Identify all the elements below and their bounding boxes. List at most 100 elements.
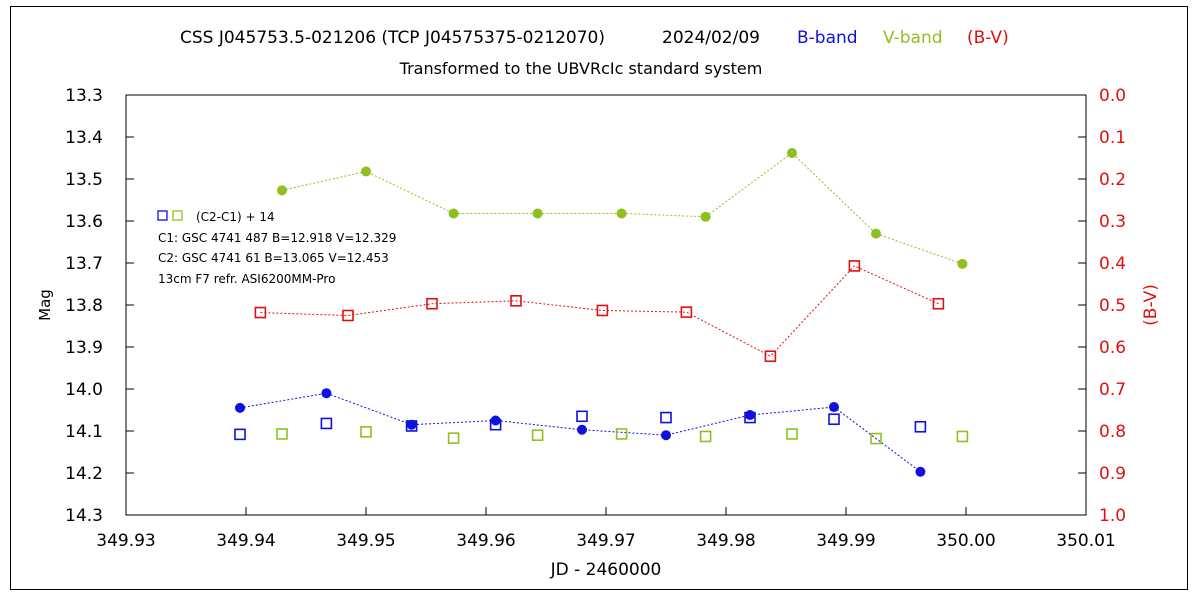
data-point (828, 413, 840, 426)
comp-b-marker (157, 210, 168, 221)
y-tick-label: 14.2 (65, 464, 103, 484)
data-point (957, 258, 968, 269)
y-tick-label: 13.5 (65, 170, 103, 190)
x-tick-label: 349.97 (576, 531, 635, 551)
data-point (661, 430, 671, 441)
data-point (254, 306, 267, 319)
data-point (956, 430, 969, 443)
data-point (596, 304, 609, 317)
y-tick-label: 14.3 (65, 506, 103, 526)
data-point (786, 428, 798, 440)
data-point (276, 428, 288, 440)
data-point (615, 428, 628, 440)
y-tick-label: 13.8 (65, 296, 103, 316)
y-tick-label: 13.4 (65, 128, 103, 148)
y-axis-label: Mag (36, 289, 54, 321)
data-point (848, 260, 861, 272)
data-point (234, 428, 246, 441)
x-axis-label: JD - 2460000 (550, 560, 662, 580)
data-point (700, 211, 711, 222)
data-point (660, 411, 672, 424)
y2-tick-label: 0.5 (1099, 296, 1126, 316)
data-point (699, 430, 712, 443)
c2-info: C2: GSC 4741 61 B=13.065 V=12.453 (158, 251, 389, 265)
series-layer (234, 147, 969, 477)
y2-tick-label: 0.8 (1099, 422, 1126, 442)
y-tick-label: 13.6 (65, 212, 103, 232)
data-point (447, 432, 460, 444)
data-point (361, 166, 371, 177)
data-point (577, 424, 587, 435)
data-point (448, 208, 459, 219)
x-tick-label: 349.98 (696, 531, 755, 551)
series-line (260, 265, 939, 357)
data-point (914, 420, 927, 433)
data-point (915, 466, 926, 477)
title-date: 2024/02/09 (662, 28, 760, 48)
c1-info: C1: GSC 4741 487 B=12.918 V=12.329 (158, 231, 396, 245)
series-1 (277, 147, 968, 269)
y2-tick-label: 0.6 (1099, 338, 1126, 358)
data-point (576, 410, 588, 423)
x-tick-label: 349.93 (96, 531, 155, 551)
data-point (870, 432, 882, 445)
data-point (360, 426, 372, 438)
y-tick-label: 13.7 (65, 254, 103, 274)
series-3 (234, 410, 927, 441)
data-point (871, 228, 881, 239)
subtitle: Transformed to the UBVRcIc standard syst… (399, 59, 763, 78)
y2-tick-label: 0.1 (1099, 128, 1126, 148)
y2-tick-label: 0.7 (1099, 380, 1126, 400)
y-tick-label: 13.3 (65, 86, 103, 106)
y-tick-label: 14.1 (65, 422, 103, 442)
data-point (321, 388, 332, 399)
data-point (405, 420, 418, 432)
y2-tick-label: 0.9 (1099, 464, 1126, 484)
data-point (489, 418, 502, 431)
y-tick-label: 13.9 (65, 338, 103, 358)
x-tick-label: 349.95 (336, 531, 395, 551)
chart-frame (10, 6, 1188, 590)
x-tick-label: 350.01 (1056, 531, 1115, 551)
series-4 (276, 426, 969, 445)
equipment-info: 13cm F7 refr. ASI6200MM-Pro (158, 272, 335, 286)
data-point (532, 208, 543, 219)
y-tick-label: 14.0 (65, 380, 103, 400)
legend-b-band: B-band (797, 28, 858, 48)
comp-label: (C2-C1) + 14 (196, 210, 275, 224)
x-tick-label: 349.96 (456, 531, 515, 551)
legend-bv: (B-V) (967, 28, 1009, 48)
data-point (745, 410, 755, 421)
data-point (744, 411, 756, 424)
series-0 (235, 388, 926, 477)
y2-tick-label: 0.2 (1099, 170, 1126, 190)
y2-tick-label: 0.3 (1099, 212, 1126, 232)
x-axis: 349.93 349.94 349.95 349.96 349.97 349.98 349.… (96, 507, 1116, 551)
data-point (680, 306, 693, 318)
y-axis-right: 0.0 0.1 0.2 0.3 0.4 0.5 0.6 0.7 0.8 0.9 1.0 (1078, 86, 1126, 526)
x-tick-label: 349.99 (816, 531, 875, 551)
data-point (616, 208, 627, 219)
data-point (235, 402, 245, 413)
y-axis-left: 13.3 13.4 13.5 13.6 13.7 13.8 13.9 14.0 14.1 14.2… (65, 86, 134, 526)
legend-v-band: V-band (883, 28, 943, 48)
data-point (426, 297, 438, 310)
x-tick-label: 350.00 (936, 531, 995, 551)
comp-v-marker (172, 210, 183, 221)
series-line (281, 152, 963, 265)
series-2 (254, 260, 945, 363)
y2-axis-label: (B-V) (1141, 284, 1161, 326)
data-point (406, 419, 417, 430)
data-point (829, 402, 839, 413)
data-point (932, 297, 945, 310)
data-point (764, 350, 777, 363)
data-point (277, 185, 287, 196)
y2-tick-label: 0.4 (1099, 254, 1126, 274)
y2-tick-label: 1.0 (1099, 506, 1126, 526)
title-star: CSS J045753.5-021206 (TCP J04575375-0212… (180, 28, 605, 48)
data-point (320, 417, 333, 430)
y2-tick-label: 0.0 (1099, 86, 1126, 106)
data-point (787, 147, 797, 158)
data-point (342, 309, 354, 322)
